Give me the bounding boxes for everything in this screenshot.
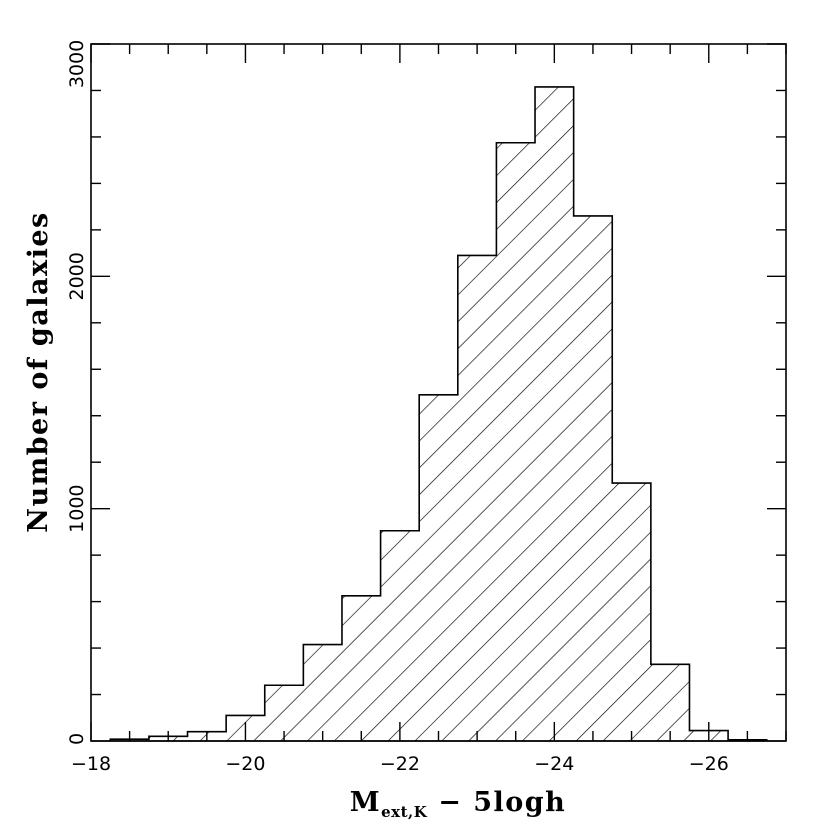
x-tick-label: −24 (534, 753, 574, 775)
x-tick-label: −20 (225, 753, 265, 775)
x-axis-title: Mext,K − 5logh (350, 787, 567, 821)
histogram-fill (110, 86, 767, 741)
y-axis-ticks (91, 43, 786, 742)
x-tick-label: −18 (71, 753, 111, 775)
y-axis-tick-labels: 0 1000 2000 3000 (66, 40, 88, 745)
x-axis-ticks (90, 44, 787, 741)
x-tick-label: −22 (380, 753, 420, 775)
y-tick-label: 0 (66, 733, 88, 745)
y-tick-label: 1000 (66, 484, 88, 532)
y-tick-label: 3000 (66, 40, 88, 88)
y-tick-label: 2000 (66, 252, 88, 300)
x-axis-tick-labels: −18 −20 −22 −24 −26 (71, 753, 729, 775)
histogram-outline (109, 86, 768, 742)
y-axis-title: Number of galaxies (23, 211, 54, 532)
x-tick-label: −26 (689, 753, 729, 775)
